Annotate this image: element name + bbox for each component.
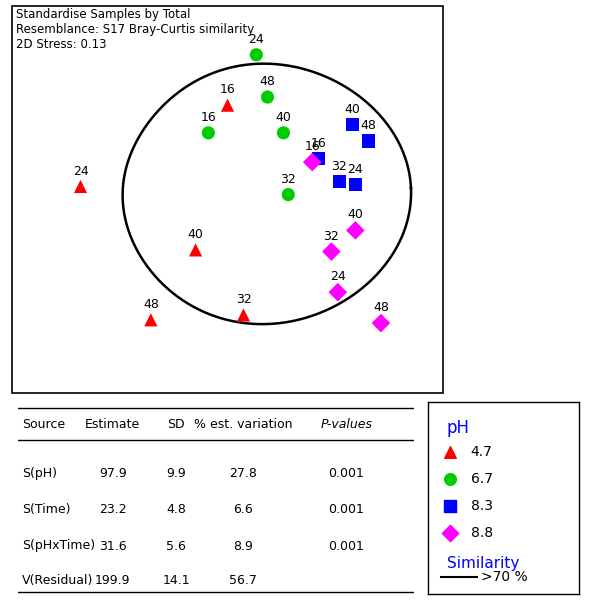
Text: 56.7: 56.7: [229, 574, 257, 587]
Text: 16: 16: [220, 83, 235, 96]
Point: [279, 128, 288, 137]
Text: 0.001: 0.001: [329, 503, 364, 516]
Text: Estimate: Estimate: [85, 418, 141, 431]
Text: 4.8: 4.8: [166, 503, 186, 516]
Text: Standardise Samples by Total
Resemblance: S17 Bray-Curtis similarity
2D Stress: : Standardise Samples by Total Resemblance…: [16, 8, 254, 51]
Point: [333, 287, 343, 297]
Text: 6.7: 6.7: [470, 472, 493, 486]
Text: 40: 40: [344, 103, 360, 116]
Point: [191, 245, 200, 255]
Point: [350, 226, 360, 235]
Text: 16: 16: [200, 111, 216, 124]
Text: 24: 24: [73, 164, 89, 178]
Text: S(pH): S(pH): [22, 467, 57, 479]
Text: V(Residual): V(Residual): [22, 574, 93, 587]
Text: 40: 40: [348, 208, 363, 221]
Point: [284, 190, 293, 199]
Text: % est. variation: % est. variation: [194, 418, 293, 431]
Point: [146, 315, 155, 325]
Text: 24: 24: [248, 33, 264, 46]
Point: [445, 474, 454, 484]
Text: 23.2: 23.2: [99, 503, 126, 516]
Text: Similarity: Similarity: [447, 556, 519, 571]
Point: [445, 501, 454, 511]
Point: [350, 180, 360, 190]
Point: [327, 247, 336, 256]
Text: 48: 48: [143, 298, 159, 311]
Point: [76, 182, 85, 191]
Point: [252, 50, 261, 59]
Text: 0.001: 0.001: [329, 467, 364, 479]
Text: pH: pH: [447, 419, 470, 437]
Text: 8.8: 8.8: [470, 526, 493, 539]
Text: 40: 40: [275, 111, 291, 124]
Text: 27.8: 27.8: [229, 467, 257, 479]
Text: 31.6: 31.6: [99, 539, 126, 553]
Point: [307, 157, 317, 167]
Text: 48: 48: [259, 75, 275, 88]
Text: 32: 32: [280, 173, 296, 185]
Point: [445, 447, 454, 457]
Point: [223, 100, 232, 110]
Text: 32: 32: [332, 160, 348, 173]
Text: 97.9: 97.9: [99, 467, 126, 479]
Point: [263, 92, 272, 102]
Text: 16: 16: [304, 140, 320, 153]
Text: 199.9: 199.9: [95, 574, 131, 587]
Text: 0.001: 0.001: [329, 539, 364, 553]
Text: 48: 48: [373, 301, 389, 314]
Text: SD: SD: [167, 418, 185, 431]
Text: 14.1: 14.1: [163, 574, 190, 587]
Text: 5.6: 5.6: [166, 539, 186, 553]
Point: [363, 136, 373, 146]
Text: 40: 40: [187, 228, 203, 241]
Text: 9.9: 9.9: [166, 467, 186, 479]
Text: 8.9: 8.9: [233, 539, 254, 553]
Point: [314, 154, 323, 164]
Text: 32: 32: [236, 293, 251, 306]
Text: 8.3: 8.3: [470, 499, 493, 512]
Text: 32: 32: [323, 230, 339, 242]
Point: [348, 120, 357, 130]
Text: Source: Source: [22, 418, 65, 431]
Text: S(Time): S(Time): [22, 503, 70, 516]
Text: 24: 24: [330, 270, 346, 283]
Text: 24: 24: [348, 163, 363, 176]
Text: P-values: P-values: [320, 418, 372, 431]
Point: [239, 310, 248, 320]
Text: 6.6: 6.6: [233, 503, 254, 516]
Text: S(pHxTime): S(pHxTime): [22, 539, 95, 553]
Text: 4.7: 4.7: [470, 445, 492, 459]
Point: [445, 528, 454, 538]
Point: [376, 318, 386, 328]
Point: [204, 128, 213, 137]
Text: 48: 48: [360, 119, 376, 132]
Point: [335, 177, 344, 187]
Text: 16: 16: [311, 137, 326, 150]
Text: >70 %: >70 %: [481, 570, 528, 584]
